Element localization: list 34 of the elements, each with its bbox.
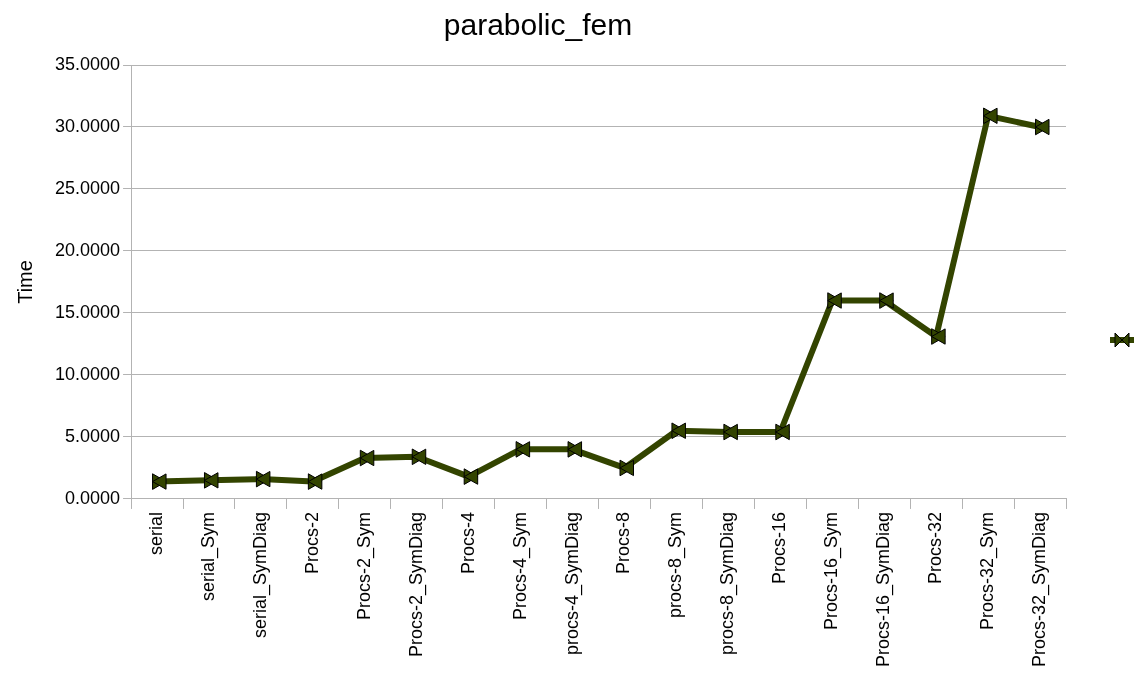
chart-title: parabolic_fem xyxy=(443,8,633,42)
x-tick-label: Procs-16_Sym xyxy=(821,511,843,630)
x-tick-label: Procs-32 xyxy=(925,511,946,584)
x-tick-label: serial_SymDiag xyxy=(249,511,271,638)
y-tick-label: 0.0000 xyxy=(65,487,121,508)
y-axis-title: Time xyxy=(13,260,36,304)
x-tick-label: Procs-32_SymDiag xyxy=(1029,511,1050,668)
x-tick-label: Procs-16 xyxy=(769,511,790,584)
x-tick-label: Procs-16_SymDiag xyxy=(873,511,895,668)
x-tick-label: Procs-2_SymDiag xyxy=(405,511,427,657)
x-tick-label: Procs-8 xyxy=(613,511,634,574)
y-tick-label: 35.0000 xyxy=(54,53,121,74)
x-tick-label: Procs-32_Sym xyxy=(977,511,999,630)
y-tick-label: 15.0000 xyxy=(54,301,121,322)
y-tick-label: 25.0000 xyxy=(54,177,121,198)
point xyxy=(879,292,894,309)
y-tick-label: 5.0000 xyxy=(65,425,121,446)
x-tick-label: procs-8_SymDiag xyxy=(717,511,739,656)
x-tick-label: serial xyxy=(146,511,166,555)
x-tick-label: serial_Sym xyxy=(197,511,219,601)
point xyxy=(307,473,323,490)
y-tick-label: 10.0000 xyxy=(54,363,121,384)
x-tick-label: procs-8_Sym xyxy=(665,511,687,618)
x-tick-label: Procs-4_Sym xyxy=(509,511,531,620)
x-tick-label: procs-4_SymDiag xyxy=(561,511,583,656)
point xyxy=(931,328,946,345)
point xyxy=(775,423,790,441)
point xyxy=(463,468,479,485)
y-tick-label: 30.0000 xyxy=(54,115,121,136)
point xyxy=(411,448,427,466)
x-tick-label: Procs-4 xyxy=(457,511,478,574)
x-tick-label: Procs-2 xyxy=(301,511,322,574)
y-tick-label: 20.0000 xyxy=(54,239,121,260)
x-tick-label: Procs-2_Sym xyxy=(353,511,375,620)
